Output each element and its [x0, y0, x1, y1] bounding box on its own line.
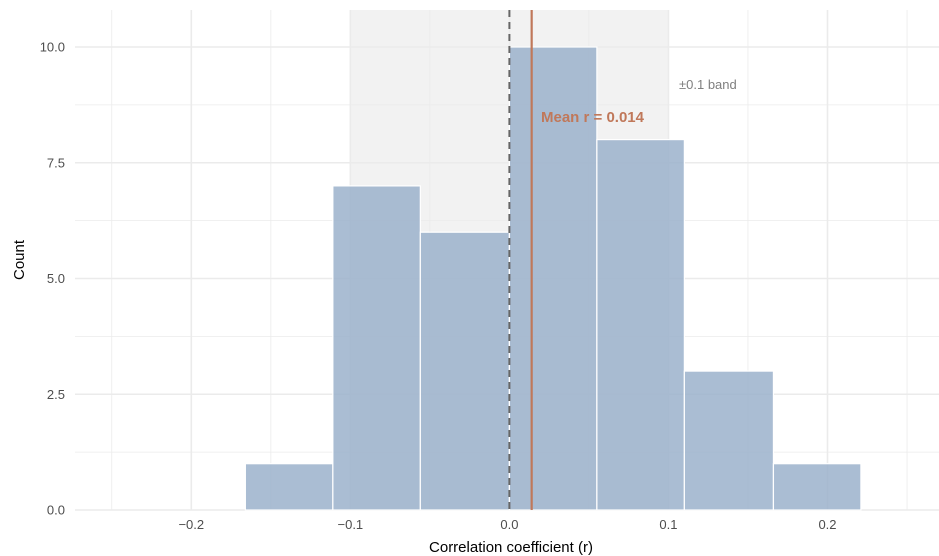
y-tick-label: 7.5 — [47, 155, 65, 170]
histogram-bar — [508, 46, 598, 511]
y-tick-label: 2.5 — [47, 387, 65, 402]
x-tick-label: −0.2 — [178, 517, 204, 532]
histogram-bar — [596, 139, 685, 511]
x-tick-label: 0.2 — [818, 517, 836, 532]
y-tick-label: 0.0 — [47, 503, 65, 518]
histogram-bar — [772, 463, 862, 511]
x-tick-label: −0.1 — [338, 517, 364, 532]
y-tick-label: 5.0 — [47, 271, 65, 286]
y-axis-title: Count — [11, 239, 28, 280]
x-tick-label: 0.0 — [500, 517, 518, 532]
histogram-bar — [332, 185, 421, 511]
histogram-bar — [419, 231, 511, 511]
band-label: ±0.1 band — [679, 77, 737, 92]
histogram-bar — [683, 370, 775, 511]
x-tick-label: 0.1 — [659, 517, 677, 532]
histogram-bar — [244, 463, 334, 511]
y-tick-label: 10.0 — [40, 40, 65, 55]
mean-label: Mean r = 0.014 — [541, 109, 645, 126]
x-axis-title: Correlation coefficient (r) — [429, 539, 593, 556]
